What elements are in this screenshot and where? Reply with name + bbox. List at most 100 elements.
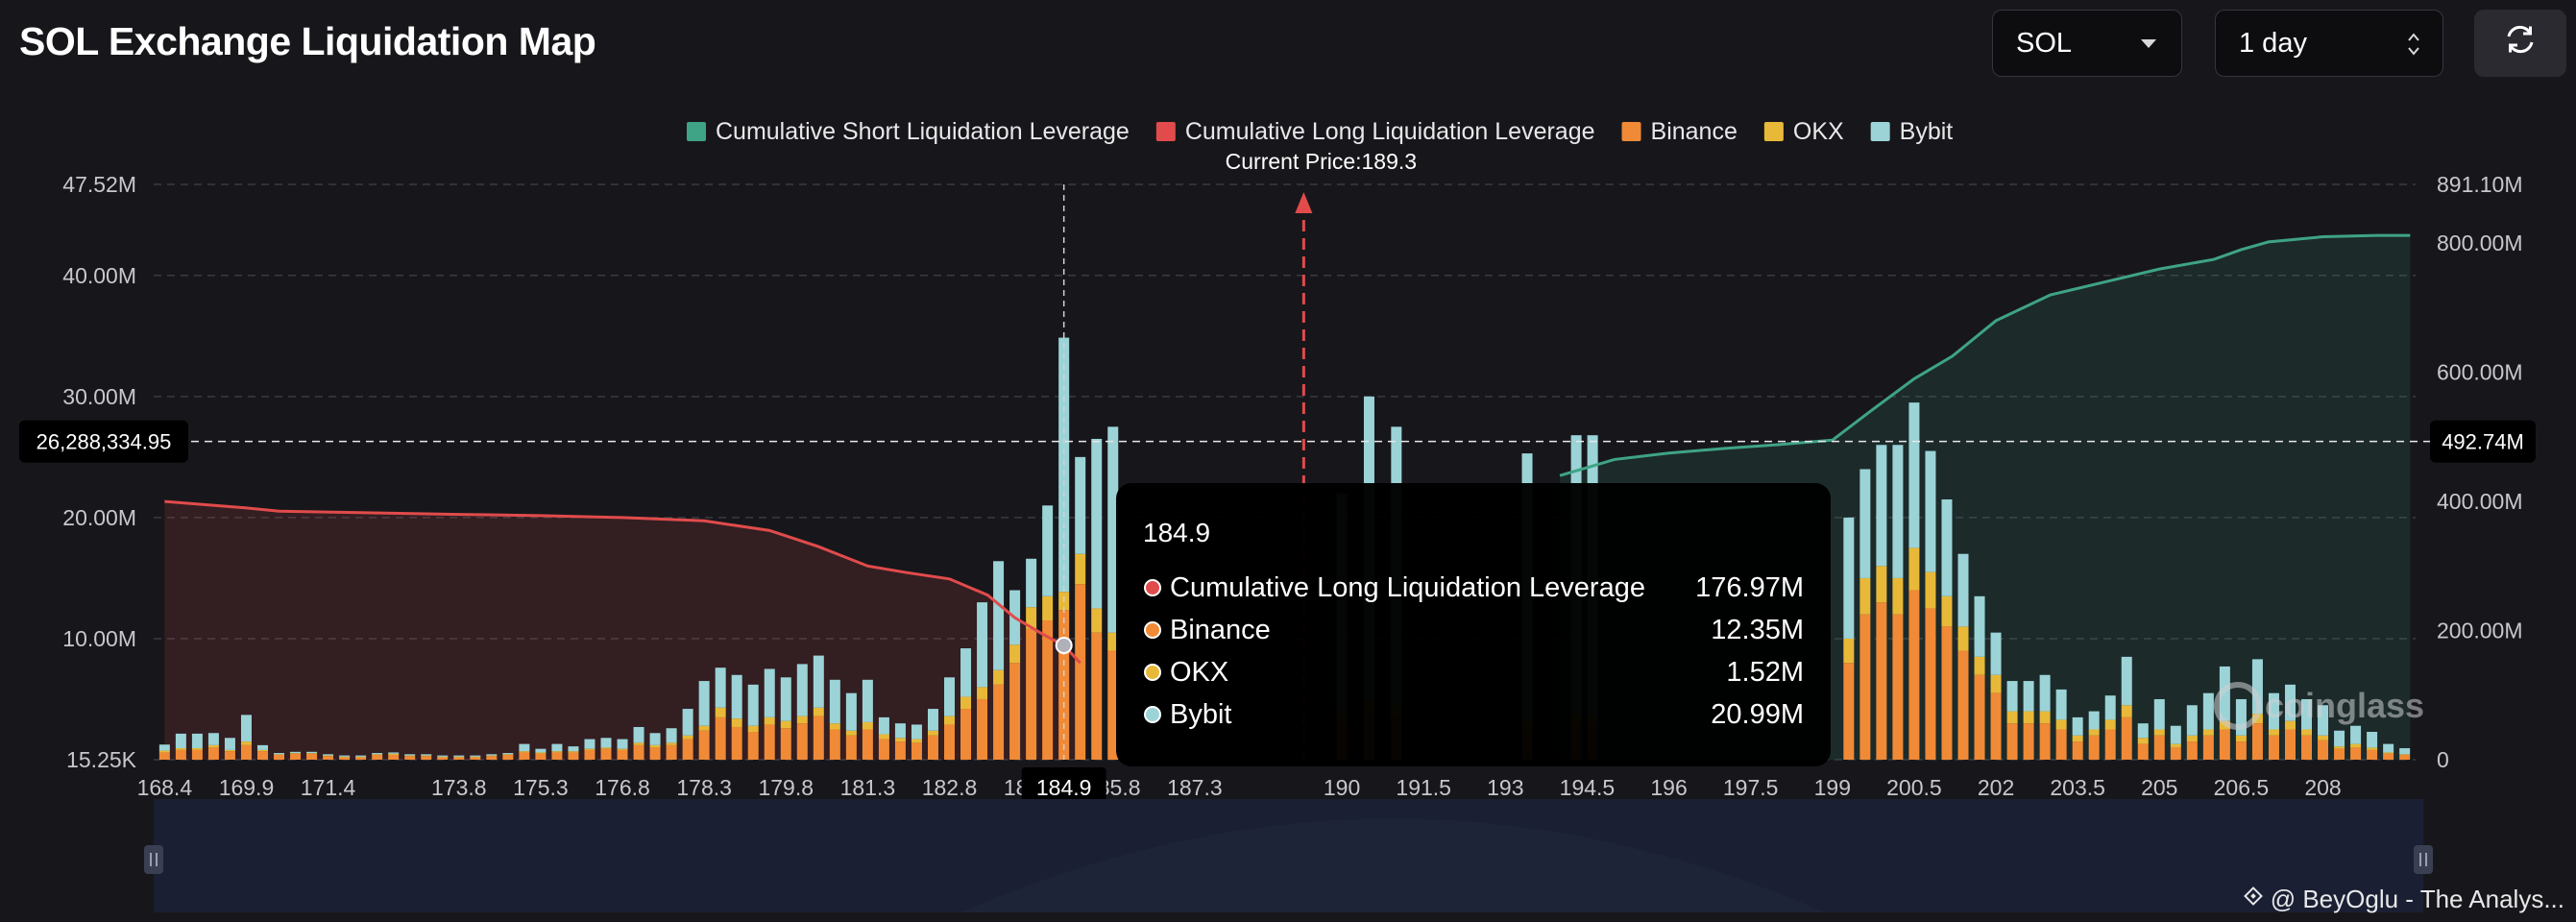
legend-swatch	[1763, 122, 1784, 141]
bar-okx	[274, 754, 285, 755]
bar-bybit	[191, 733, 203, 749]
bar-binance	[747, 732, 759, 760]
bar-bybit	[323, 754, 334, 756]
x-tick-label: 171.4	[301, 775, 356, 800]
bar-binance	[1908, 590, 1920, 760]
bar-binance	[306, 753, 318, 760]
bar-binance	[158, 752, 170, 760]
bar-bybit	[1859, 469, 1871, 578]
x-tick-label: 175.3	[513, 775, 569, 800]
legend-swatch	[1870, 122, 1890, 141]
bar-binance	[568, 752, 579, 760]
bar-binance	[764, 724, 775, 760]
bar-bybit	[1908, 402, 1920, 548]
bar-bybit	[175, 733, 186, 749]
bar-okx	[829, 723, 840, 730]
bar-okx	[698, 725, 710, 731]
bar-bybit	[2072, 716, 2083, 736]
tooltip-row-marker	[1144, 664, 1161, 681]
bar-binance	[1009, 663, 1021, 760]
y-right-tick-label: 400.00M	[2437, 489, 2523, 514]
y-left-tick-label: 40.00M	[62, 263, 136, 288]
bar-binance	[1957, 650, 1969, 760]
bar-binance	[715, 716, 726, 760]
bar-okx	[2121, 705, 2132, 717]
bar-bybit	[731, 674, 742, 719]
bar-bybit	[927, 709, 938, 731]
bar-bybit	[551, 743, 563, 752]
bar-okx	[437, 756, 449, 758]
bar-okx	[2153, 729, 2165, 736]
bar-okx	[960, 696, 972, 710]
bar-bybit	[845, 692, 857, 731]
x-tick-label: 178.3	[676, 775, 732, 800]
bar-binance	[2268, 735, 2279, 760]
y-right-tick-label: 891.10M	[2437, 172, 2523, 197]
bar-binance	[666, 744, 677, 760]
watermark-text: coinglass	[2265, 686, 2424, 725]
footer-credit-text: @ BeyOglu - The Analys...	[2270, 885, 2564, 913]
bar-okx	[355, 756, 367, 758]
bar-bybit	[535, 748, 547, 753]
bar-bybit	[2334, 730, 2345, 747]
bar-okx	[1974, 656, 1985, 675]
bar-okx	[715, 707, 726, 717]
bar-okx	[2088, 729, 2100, 736]
y-left-tick-label: 20.00M	[62, 505, 136, 530]
bar-okx	[404, 755, 416, 757]
bar-binance	[519, 752, 530, 760]
bar-bybit	[355, 755, 367, 757]
bar-okx	[1009, 644, 1021, 664]
y-right-tick-label: 800.00M	[2437, 230, 2523, 255]
bar-okx	[747, 725, 759, 733]
bar-okx	[224, 749, 235, 752]
bar-okx	[2137, 738, 2149, 744]
bar-bybit	[993, 561, 1005, 670]
bar-binance	[1990, 692, 2002, 760]
tooltip-row-label: Cumulative Long Liquidation Leverage	[1170, 572, 1645, 603]
bar-bybit	[2039, 674, 2051, 712]
symbol-select[interactable]: SOL	[1992, 10, 2182, 77]
x-tick-label: 208	[2304, 775, 2341, 800]
crosshair-right-label: 492.74M	[2442, 430, 2524, 454]
bar-bybit	[1876, 445, 1887, 567]
bar-binance	[1892, 614, 1904, 760]
bar-binance	[535, 753, 547, 760]
bar-bybit	[617, 739, 628, 749]
bar-binance	[960, 709, 972, 760]
bar-bybit	[290, 751, 302, 754]
bar-okx	[2235, 735, 2247, 742]
bar-okx	[862, 721, 873, 730]
bar-okx	[535, 752, 547, 754]
y-right-tick-label: 0	[2437, 747, 2449, 772]
bar-okx	[1026, 607, 1037, 629]
bar-bybit	[1925, 450, 1936, 572]
bar-binance	[600, 748, 612, 760]
bar-binance	[862, 729, 873, 760]
bar-okx	[2072, 735, 2083, 742]
bar-bybit	[306, 751, 318, 754]
x-tick-label: 176.8	[595, 775, 650, 800]
binance-diamond-icon	[2242, 885, 2265, 914]
legend-swatch	[687, 122, 706, 141]
bar-binance	[421, 756, 432, 760]
tooltip-title: 184.9	[1143, 518, 1210, 547]
bar-okx	[927, 730, 938, 736]
bar-bybit	[1107, 426, 1119, 633]
timeframe-select[interactable]: 1 day	[2215, 10, 2443, 77]
bar-okx	[2170, 743, 2181, 748]
bar-okx	[2301, 729, 2313, 736]
bar-okx	[2023, 711, 2034, 724]
bar-bybit	[911, 724, 922, 740]
bar-bybit	[256, 744, 268, 750]
bar-okx	[502, 754, 514, 755]
y-left-tick-label: 10.00M	[62, 626, 136, 651]
refresh-button[interactable]	[2474, 10, 2566, 77]
bar-bybit	[2301, 698, 2313, 730]
bar-bybit	[2186, 705, 2198, 736]
bar-binance	[256, 751, 268, 760]
bar-binance	[2055, 729, 2067, 760]
bar-bybit	[207, 733, 219, 745]
tooltip-row-label: OKX	[1170, 657, 1228, 688]
